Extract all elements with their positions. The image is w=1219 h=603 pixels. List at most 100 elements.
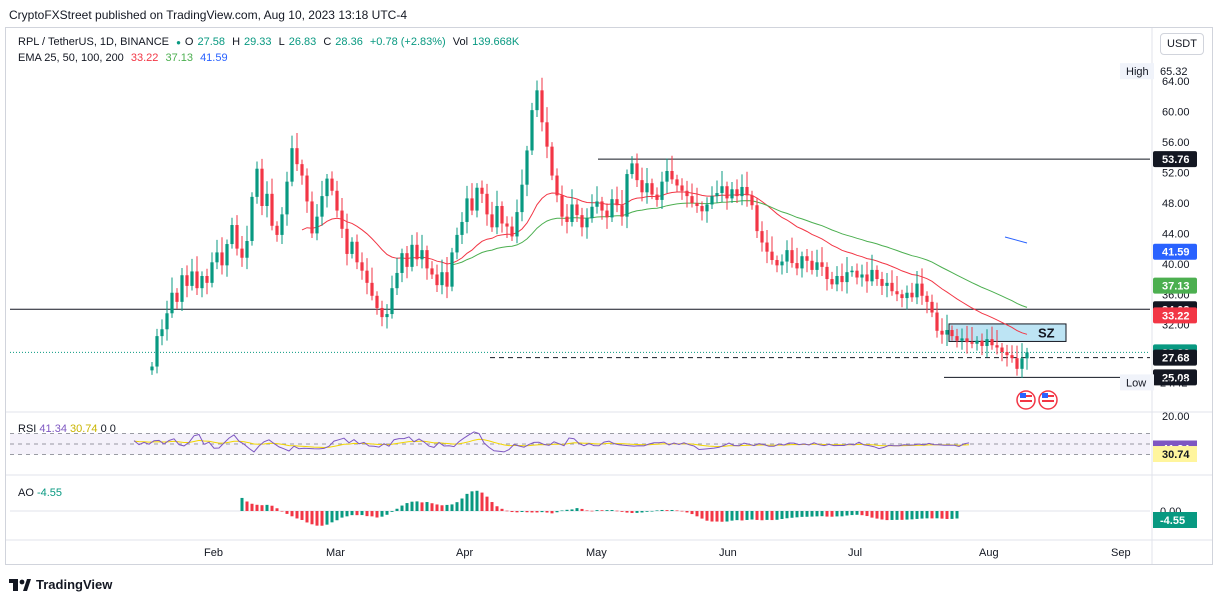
ao-bar (335, 511, 339, 521)
rsi-label[interactable]: RSI (18, 423, 37, 435)
candle-body (375, 295, 379, 308)
candle-body (455, 234, 459, 253)
ao-bar (405, 503, 409, 511)
symbol-label[interactable]: RPL / TetherUS, 1D, BINANCE (18, 36, 169, 48)
ao-bar (435, 504, 439, 511)
candle-body (820, 262, 824, 267)
candle-body (425, 250, 429, 269)
close-value: 28.36 (335, 36, 363, 48)
ao-bar (325, 511, 329, 525)
candle-body (220, 252, 224, 266)
price-tag-value: 27.68 (1162, 353, 1190, 365)
ema-label[interactable]: EMA 25, 50, 100, 200 (18, 52, 124, 64)
ao-bar (445, 504, 449, 511)
ao-bar (955, 511, 959, 519)
ao-bar (650, 510, 654, 512)
candle-body (795, 263, 799, 269)
candle-body (465, 198, 469, 222)
price-tag-caption-bg (1120, 63, 1154, 80)
ao-bar (505, 510, 509, 512)
candle-body (330, 178, 334, 191)
currency-button[interactable]: USDT (1160, 33, 1204, 55)
ao-bar (855, 511, 859, 515)
ao-bar (710, 511, 714, 522)
ao-bar (430, 503, 434, 511)
candle-body (445, 272, 449, 287)
candle-body (325, 178, 329, 197)
candle-body (590, 206, 594, 219)
ao-bar (850, 511, 854, 516)
price-tag-value: 25.08 (1162, 372, 1190, 384)
candle-body (945, 330, 949, 335)
candle-body (290, 148, 294, 182)
us-flag-icon (1042, 400, 1054, 402)
ao-bar (440, 505, 444, 511)
price-tag-bg (1153, 277, 1197, 294)
ao-bar (340, 511, 344, 518)
ao-bar (925, 511, 929, 519)
ema50-line (451, 200, 1028, 308)
candle-body (275, 225, 279, 235)
ao-bar (625, 511, 629, 513)
candle-body (185, 275, 189, 286)
ao-label[interactable]: AO (18, 487, 34, 499)
candle-body (965, 338, 969, 343)
price-axis: 64.0060.0056.0052.0048.0044.0040.0036.00… (1120, 63, 1197, 423)
month-label: Apr (456, 547, 473, 559)
candle-body (775, 260, 779, 266)
candle-body (915, 283, 919, 298)
ema-legend: EMA 25, 50, 100, 200 33.22 37.13 41.59 (18, 52, 232, 64)
candle-body (305, 175, 309, 202)
candle-body (940, 330, 944, 335)
candle-body (555, 175, 559, 196)
candle-body (885, 282, 889, 286)
candle-body (860, 274, 864, 278)
ao-bar (500, 508, 504, 511)
ao-bar (300, 511, 304, 520)
candle-body (765, 242, 769, 252)
ao-bar (790, 511, 794, 518)
ao-bar (365, 511, 369, 517)
candle-body (505, 223, 509, 227)
ao-bar (845, 511, 849, 516)
ao-bar (255, 504, 259, 511)
ao-bar (370, 511, 374, 517)
candle-body (405, 253, 409, 267)
ao-bar (390, 511, 394, 512)
candle-body (370, 282, 374, 296)
ao-bar (715, 511, 719, 522)
candle-body (215, 252, 219, 263)
candle-body (390, 288, 394, 315)
footer-brand[interactable]: TradingView (9, 577, 112, 592)
ao-bar (915, 511, 919, 519)
ao-bar (465, 493, 469, 511)
ao-bar (265, 504, 269, 511)
ao-bar (540, 511, 544, 513)
ao-bar (585, 510, 589, 512)
ao-bar (285, 511, 289, 514)
price-tag-value: 41.59 (1162, 247, 1190, 259)
us-flag-icon (1020, 393, 1026, 398)
ao-bar (400, 505, 404, 511)
candle-body (515, 212, 519, 237)
ao-tag-value: -4.55 (1160, 515, 1185, 527)
ao-bar (815, 511, 819, 517)
ao-bar (910, 511, 914, 520)
candle-body (830, 279, 834, 285)
ao-bar (240, 497, 244, 511)
ao-bar (375, 511, 379, 518)
ao-bar (945, 511, 949, 519)
price-tick-label: 44.00 (1162, 228, 1190, 240)
rsi-legend: RSI 41.34 30.74 0 0 (18, 423, 116, 435)
candle-body (485, 193, 489, 215)
candle-body (255, 168, 259, 197)
volume-value: 139.668K (472, 36, 520, 48)
ao-bar (525, 511, 529, 513)
ao-bar (785, 511, 789, 519)
ema100-value: 41.59 (200, 52, 228, 64)
candle-body (600, 201, 604, 211)
candle-body (585, 218, 589, 228)
candle-body (285, 181, 289, 215)
month-label: Aug (979, 547, 999, 559)
